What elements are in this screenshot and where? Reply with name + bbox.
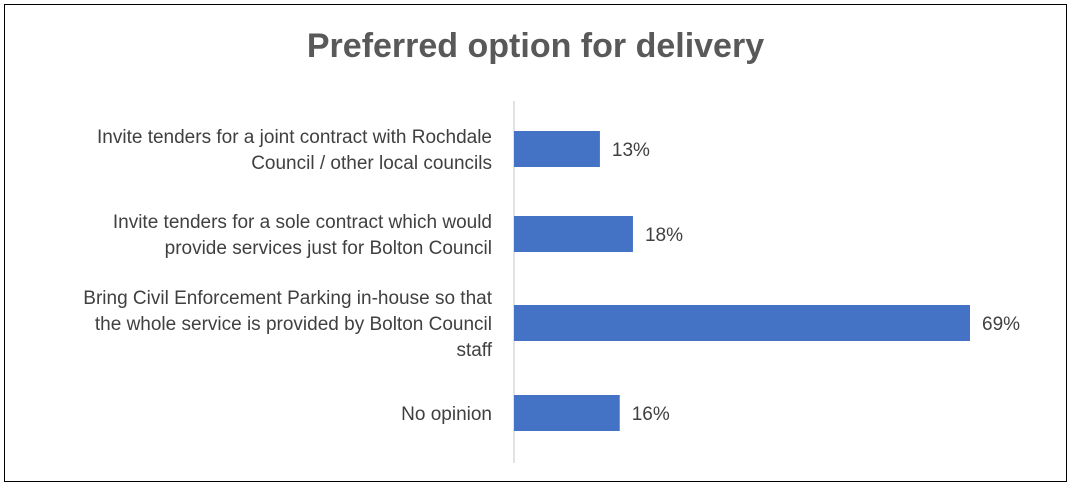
category-label-0: Invite tenders for a joint contract with…	[97, 127, 492, 174]
bar-value-label-3: 16%	[632, 404, 670, 425]
chart-frame: Preferred option for delivery 13% Invite …	[4, 4, 1067, 482]
category-label-line: staff	[456, 340, 492, 361]
category-label-1: Invite tenders for a sole contract which…	[113, 212, 492, 259]
category-label-3: No opinion	[401, 404, 492, 425]
chart-title: Preferred option for delivery	[306, 27, 765, 65]
bar-0	[514, 131, 600, 167]
bar-value-label-2: 69%	[982, 314, 1020, 335]
bar-value-label-0: 13%	[612, 140, 650, 161]
category-label-line: Invite tenders for a sole contract which…	[113, 212, 492, 233]
bar-chart: 13% Invite tenders for a joint contract w…	[83, 101, 1020, 463]
category-label-line: the whole service is provided by Bolton …	[95, 314, 492, 335]
category-label-line: Council / other local councils	[251, 153, 492, 174]
category-label-2: Bring Civil Enforcement Parking in-house…	[83, 288, 492, 361]
category-label-line: provide services just for Bolton Council	[165, 238, 492, 259]
category-label-line: No opinion	[401, 404, 492, 425]
bar-2	[514, 305, 970, 341]
category-label-line: Bring Civil Enforcement Parking in-house…	[83, 288, 492, 309]
bar-value-label-1: 18%	[645, 225, 683, 246]
category-label-line: Invite tenders for a joint contract with…	[97, 127, 492, 148]
bar-1	[514, 216, 633, 252]
bar-3	[514, 395, 620, 431]
